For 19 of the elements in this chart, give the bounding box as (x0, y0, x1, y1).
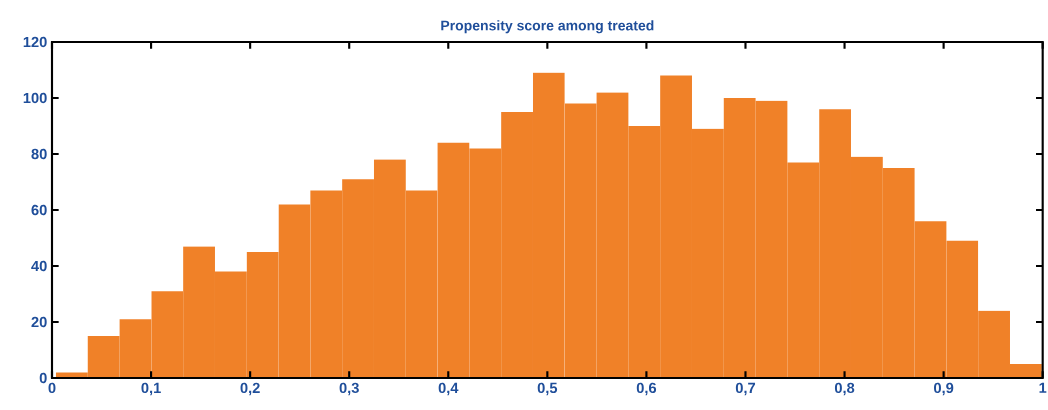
y-tick-label: 120 (23, 36, 47, 48)
x-tick-label: 0,2 (240, 382, 260, 396)
y-tick-label: 60 (31, 204, 47, 216)
y-tick-label: 40 (31, 260, 47, 272)
y-tick-label: 100 (23, 92, 47, 104)
x-tick-label: 0,5 (537, 382, 558, 396)
y-tick-label: 80 (31, 148, 47, 160)
x-tick-label: 0,8 (834, 382, 855, 396)
x-tick-label: 0,3 (339, 382, 359, 396)
x-tick-label: 0,6 (636, 382, 657, 396)
x-tick-label: 0,7 (735, 382, 756, 396)
chart-title: Propensity score among treated (441, 20, 654, 34)
x-tick-label: 0,9 (934, 382, 954, 396)
x-tick-label: 0 (48, 382, 56, 394)
y-tick-label: 20 (31, 316, 47, 328)
x-tick-label: 0,4 (438, 382, 459, 396)
y-tick-label: 0 (39, 372, 47, 384)
x-tick-label: 1 (1039, 382, 1047, 393)
x-tick-label: 0,1 (141, 382, 161, 396)
